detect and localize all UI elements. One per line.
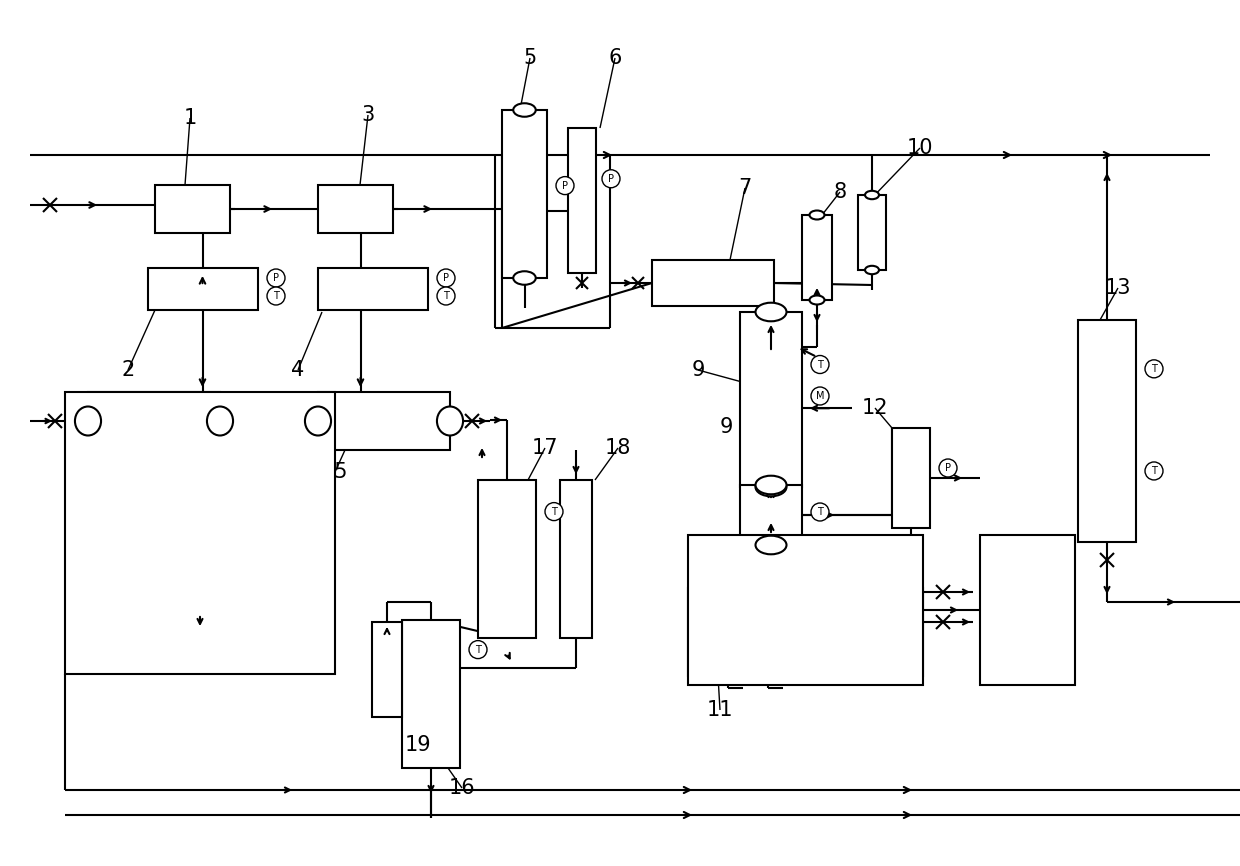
Bar [64, 392, 335, 674]
Text: T: T [475, 644, 481, 655]
Text: 17: 17 [532, 438, 558, 458]
Text: T: T [443, 291, 449, 301]
Bar [148, 268, 258, 310]
Text: 19: 19 [404, 735, 432, 755]
Ellipse shape [810, 210, 825, 219]
Text: 4: 4 [291, 360, 305, 380]
Text: 12: 12 [862, 398, 888, 418]
Text: 15: 15 [321, 462, 348, 482]
Bar [1078, 320, 1136, 542]
Ellipse shape [810, 295, 825, 305]
Ellipse shape [513, 271, 536, 285]
Text: P: P [562, 181, 568, 191]
Circle shape [267, 287, 285, 305]
Ellipse shape [755, 303, 786, 321]
Ellipse shape [305, 406, 331, 436]
Text: P: P [443, 273, 449, 283]
Bar [372, 622, 402, 717]
Text: 14: 14 [94, 462, 122, 482]
Text: P: P [608, 174, 614, 184]
Bar [858, 195, 887, 270]
Circle shape [556, 177, 574, 195]
Text: 10: 10 [906, 138, 934, 158]
Ellipse shape [755, 478, 786, 496]
Text: M: M [816, 391, 825, 401]
Ellipse shape [866, 266, 879, 275]
Text: 8: 8 [833, 182, 847, 202]
Ellipse shape [755, 536, 786, 554]
Bar [502, 110, 547, 278]
Circle shape [1145, 462, 1163, 480]
Bar [317, 185, 393, 233]
Text: T: T [551, 507, 557, 517]
Text: 16: 16 [449, 778, 475, 798]
Circle shape [436, 287, 455, 305]
Bar [477, 480, 536, 638]
Text: 6: 6 [609, 48, 621, 68]
Bar [740, 485, 802, 545]
Text: 9: 9 [692, 360, 704, 380]
Text: 5: 5 [523, 48, 537, 68]
Bar [560, 480, 591, 638]
Circle shape [546, 502, 563, 520]
Circle shape [436, 269, 455, 287]
Text: 11: 11 [707, 700, 733, 720]
Bar [317, 392, 450, 450]
Bar [402, 620, 460, 768]
Circle shape [811, 387, 830, 405]
Text: 13: 13 [1105, 278, 1131, 298]
Text: 2: 2 [122, 360, 135, 380]
Circle shape [811, 503, 830, 521]
Circle shape [811, 356, 830, 373]
Bar [740, 312, 802, 487]
Bar [892, 428, 930, 528]
Ellipse shape [755, 475, 786, 494]
Circle shape [939, 459, 957, 477]
Text: T: T [1151, 364, 1157, 374]
Bar [688, 588, 923, 676]
Circle shape [267, 269, 285, 287]
Bar [688, 535, 923, 685]
Ellipse shape [513, 103, 536, 117]
Ellipse shape [74, 406, 100, 436]
Text: 18: 18 [605, 438, 631, 458]
Bar [88, 392, 219, 450]
Text: 9: 9 [719, 417, 733, 437]
Text: 7: 7 [738, 178, 751, 198]
Text: 1: 1 [184, 108, 197, 128]
Ellipse shape [207, 406, 233, 436]
Ellipse shape [436, 406, 463, 436]
Bar [155, 185, 229, 233]
Text: T: T [1151, 466, 1157, 476]
Circle shape [1145, 360, 1163, 378]
Circle shape [469, 641, 487, 659]
Circle shape [601, 170, 620, 188]
Bar [802, 215, 832, 300]
Bar [652, 260, 774, 306]
Bar [317, 268, 428, 310]
Bar [980, 535, 1075, 685]
Ellipse shape [866, 191, 879, 199]
Text: P: P [945, 463, 951, 473]
Text: T: T [273, 291, 279, 301]
Bar [568, 128, 596, 273]
Text: 3: 3 [361, 105, 374, 125]
Text: P: P [273, 273, 279, 283]
Text: T: T [817, 507, 823, 517]
Text: T: T [817, 359, 823, 370]
